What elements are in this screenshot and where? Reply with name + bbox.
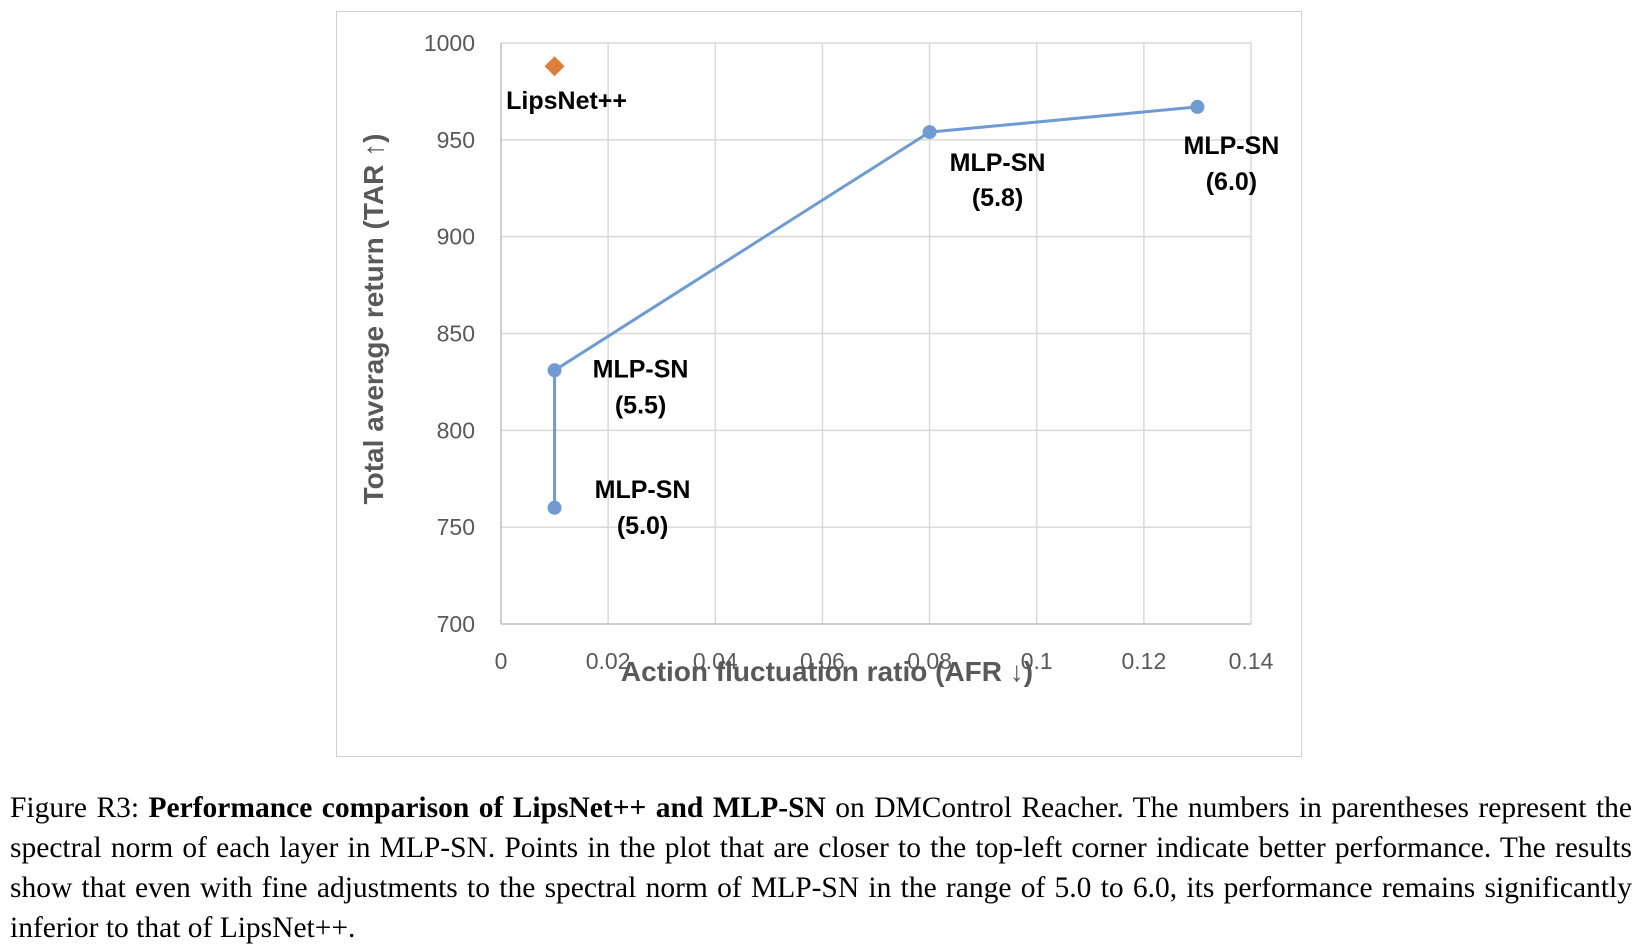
x-axis-title: Action fluctuation ratio (AFR ↓): [621, 656, 1033, 687]
x-tick-label: 0.1: [1021, 648, 1053, 674]
x-tick-label: 0.02: [586, 648, 631, 674]
caption-rest: on DMControl Reacher. The numbers in par…: [10, 792, 1632, 944]
data-point: [547, 500, 562, 515]
point-label-norm: (6.0): [1206, 168, 1257, 196]
caption-prefix: Figure R3:: [10, 792, 149, 824]
point-label: MLP-SN: [593, 355, 689, 383]
x-tick-label: 0.14: [1229, 648, 1274, 674]
point-label: MLP-SN: [950, 149, 1046, 177]
data-point: [922, 125, 937, 140]
chart-plot: 700 750 800 850 900 950 1000 0 0.02 0.04 0.06 0.08 0…: [358, 30, 1280, 687]
y-tick-label: 1000: [424, 30, 475, 56]
lipsnet-label: LipsNet++: [506, 87, 627, 115]
figure-caption: Figure R3: Performance comparison of Lip…: [10, 788, 1632, 948]
point-label-norm: (5.0): [617, 512, 668, 540]
y-tick-label: 700: [437, 611, 475, 637]
point-label: MLP-SN: [595, 476, 691, 504]
data-point: [1190, 99, 1205, 114]
point-label: MLP-SN: [1184, 132, 1280, 160]
point-label-norm: (5.5): [615, 391, 666, 419]
x-tick-label: 0: [495, 648, 508, 674]
x-tick-label: 0.08: [907, 648, 952, 674]
y-tick-label: 850: [437, 321, 475, 347]
y-tick-label: 950: [437, 127, 475, 153]
y-axis-title: Total average return (TAR ↑): [358, 134, 389, 505]
data-point: [547, 363, 562, 378]
series-line: [553, 105, 1198, 508]
y-tick-label: 750: [437, 514, 475, 540]
x-tick-label: 0.12: [1121, 648, 1166, 674]
x-tick-label: 0.06: [800, 648, 845, 674]
caption-bold: Performance comparison of LipsNet++ and …: [148, 792, 826, 824]
point-label-norm: (5.8): [972, 184, 1023, 212]
y-tick-label: 900: [437, 224, 475, 250]
lipsnet-point: [544, 56, 565, 77]
chart-frame: 700 750 800 850 900 950 1000 0 0.02 0.04 0.06 0.08 0…: [336, 11, 1302, 757]
x-tick-label: 0.04: [693, 648, 738, 674]
y-tick-label: 800: [437, 417, 475, 443]
